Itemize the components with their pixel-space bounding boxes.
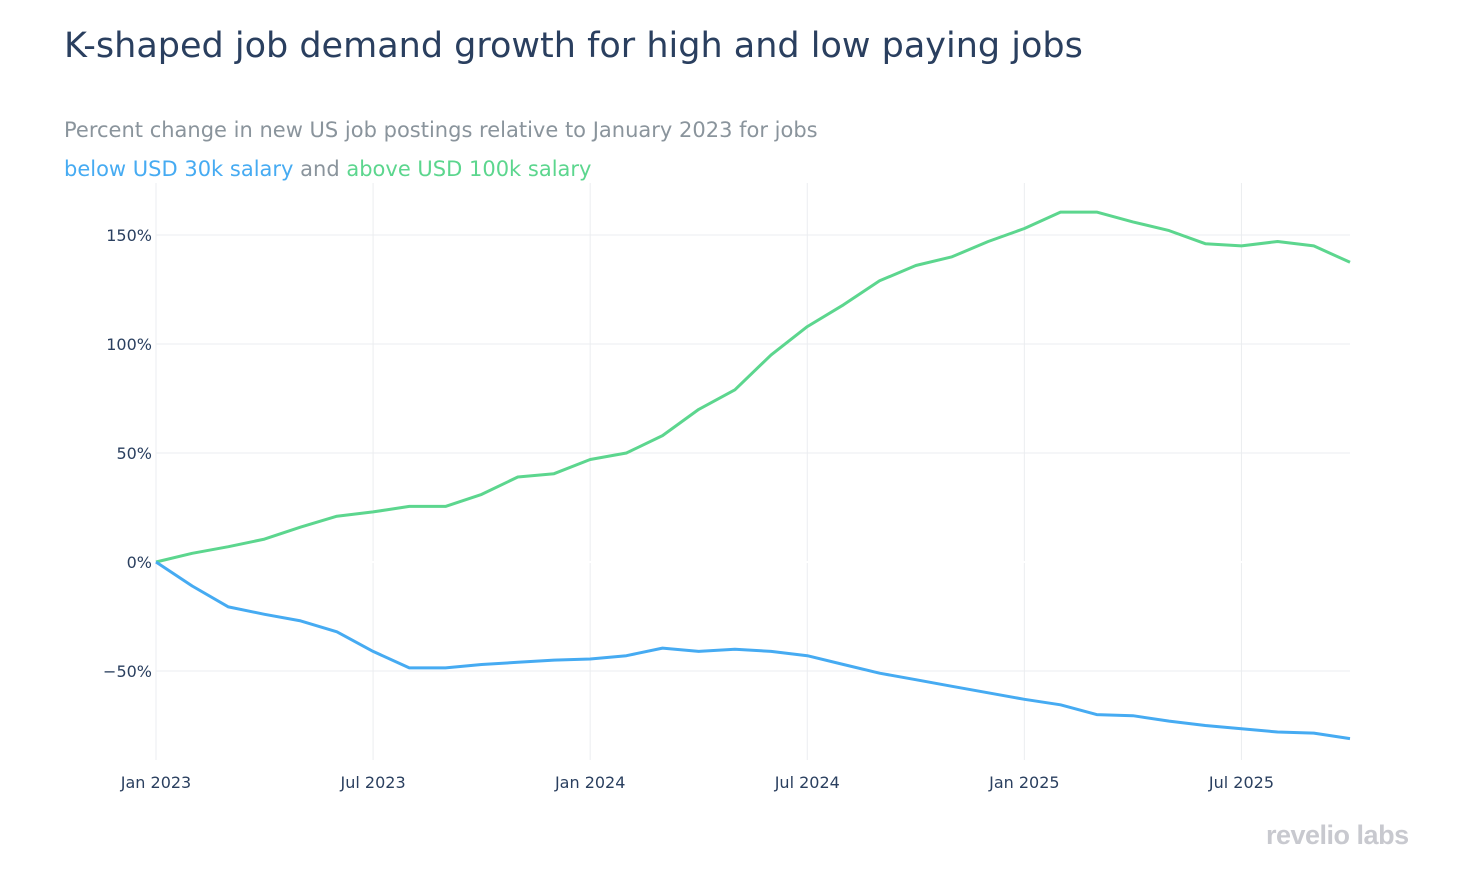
x-tick-label: Jul 2023 <box>340 773 406 792</box>
y-tick-label: 0% <box>127 553 152 572</box>
y-tick-label: 50% <box>116 444 152 463</box>
series-line-high <box>155 210 1351 564</box>
series-line-low <box>155 560 1351 741</box>
x-tick-label: Jan 2025 <box>988 773 1059 792</box>
chart-subtitle-line1: Percent change in new US job postings re… <box>64 118 818 142</box>
chart-title: K-shaped job demand growth for high and … <box>64 26 1083 66</box>
x-tick-label: Jul 2024 <box>774 773 840 792</box>
legend-connector: and <box>300 157 340 181</box>
y-tick-label: 150% <box>106 226 152 245</box>
revelio-labs-logo: revelio labs <box>1266 820 1409 850</box>
x-tick-label: Jan 2023 <box>120 773 191 792</box>
x-tick-label: Jan 2024 <box>554 773 625 792</box>
y-tick-label: −50% <box>103 662 152 681</box>
legend-low-label: below USD 30k salary <box>64 157 294 181</box>
x-tick-label: Jul 2025 <box>1208 773 1274 792</box>
legend-high-label: above USD 100k salary <box>346 157 592 181</box>
chart-subtitle-line2: below USD 30k salary and above USD 100k … <box>64 157 591 181</box>
y-tick-label: 100% <box>106 335 152 354</box>
